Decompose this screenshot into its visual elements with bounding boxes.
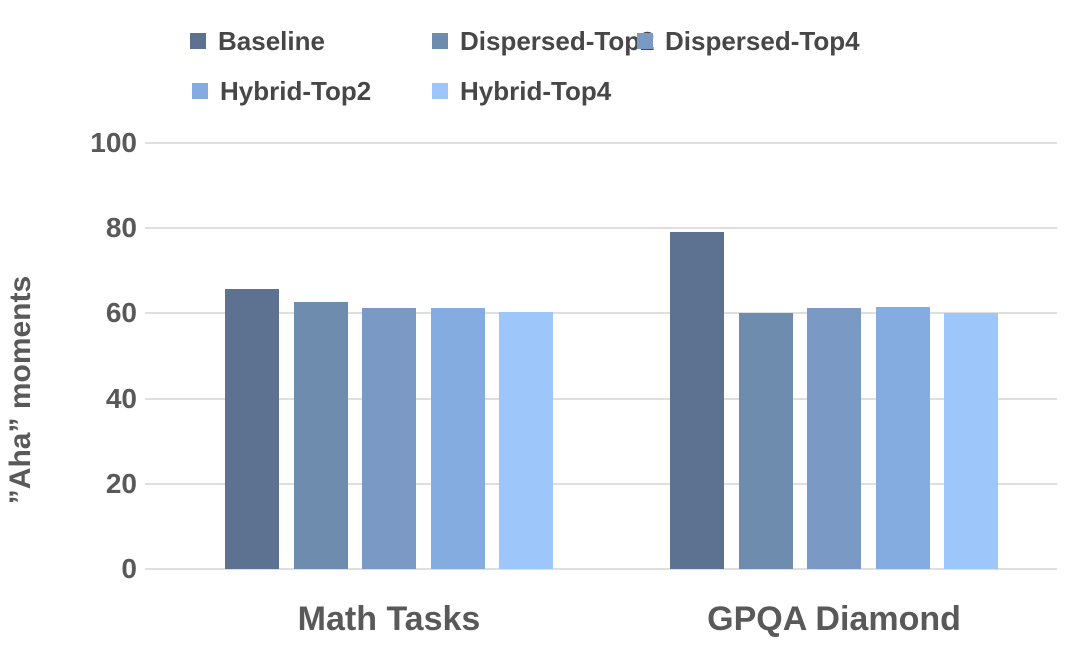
legend-label-baseline: Baseline [218, 25, 325, 56]
y-tick-label-40: 40 [105, 382, 137, 414]
legend-swatch-baseline [190, 33, 206, 49]
legend-label-hybrid-top2: Hybrid-Top2 [220, 75, 372, 106]
bar-hybrid-top4-gpqa-diamond [944, 313, 998, 569]
legend-item-hybrid-top4: Hybrid-Top4 [432, 74, 611, 108]
legend-swatch-hybrid-top4 [432, 83, 448, 99]
y-tick-label-100: 100 [90, 127, 137, 158]
bar-hybrid-top2-math-tasks [430, 308, 485, 569]
x-category-label-gpqa-diamond: GPQA Diamond [707, 600, 961, 638]
bar-dispersed-top2-gpqa-diamond [738, 313, 793, 569]
legend-item-hybrid-top2: Hybrid-Top2 [192, 74, 371, 108]
y-tick-label-0: 0 [121, 553, 137, 584]
y-tick-label-20: 20 [105, 467, 137, 499]
gridline-0 [145, 568, 1057, 570]
y-tick-label-80: 80 [105, 212, 137, 244]
gridline-40 [145, 397, 1057, 400]
legend-label-hybrid-top4: Hybrid-Top4 [460, 75, 612, 106]
plot-area [145, 142, 1057, 570]
bar-baseline-gpqa-diamond [670, 232, 724, 569]
legend-item-dispersed-top4: Dispersed-Top4 [637, 24, 860, 58]
legend-swatch-hybrid-top2 [192, 83, 208, 99]
bar-dispersed-top4-math-tasks [362, 308, 416, 569]
gridline-60 [145, 312, 1057, 315]
legend-item-dispersed-top2: Dispersed-Top2 [432, 24, 655, 58]
gridline-20 [145, 482, 1057, 485]
bar-hybrid-top2-gpqa-diamond [875, 306, 930, 569]
legend-swatch-dispersed-top2 [432, 33, 448, 49]
legend: Baseline Dispersed-Top2 Dispersed-Top4 Hybr… [0, 0, 1080, 120]
legend-label-dispersed-top4: Dispersed-Top4 [665, 25, 860, 56]
bar-hybrid-top4-math-tasks [499, 312, 553, 569]
bar-dispersed-top2-math-tasks [293, 301, 348, 569]
legend-label-dispersed-top2: Dispersed-Top2 [460, 25, 655, 56]
bar-dispersed-top4-gpqa-diamond [807, 307, 861, 569]
gridline-80 [145, 227, 1057, 230]
bar-baseline-math-tasks [225, 289, 279, 569]
legend-swatch-dispersed-top4 [637, 33, 653, 49]
legend-item-baseline: Baseline [190, 24, 325, 58]
y-tick-label-60: 60 [105, 297, 137, 329]
gridline-100 [145, 142, 1057, 144]
x-category-label-math-tasks: Math Tasks [297, 600, 481, 638]
